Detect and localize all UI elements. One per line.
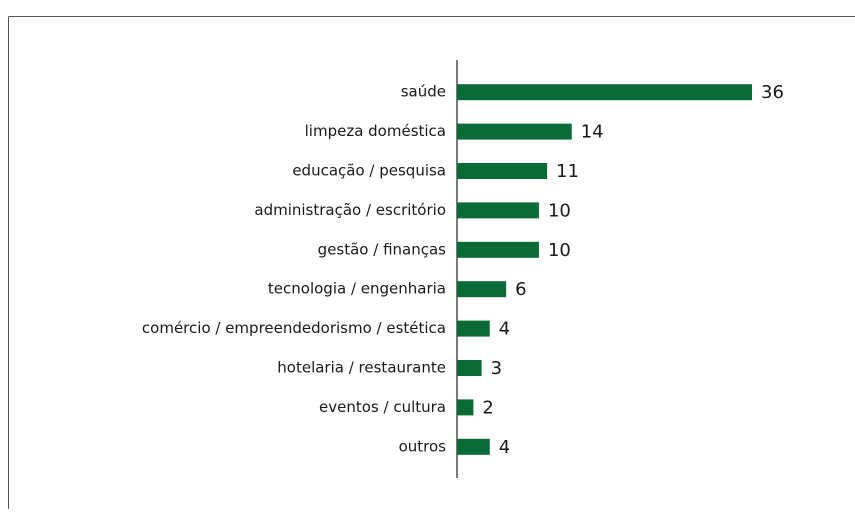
value-label: 2 (482, 397, 493, 418)
value-label: 10 (548, 200, 571, 221)
value-label: 6 (515, 279, 526, 300)
category-label: eventos / cultura (319, 398, 446, 416)
value-label: 3 (491, 358, 502, 379)
bar (457, 438, 490, 455)
category-label: saúde (401, 83, 446, 101)
bar (457, 84, 752, 101)
bar (457, 399, 474, 416)
category-label: tecnologia / engenharia (268, 280, 446, 298)
bar (457, 241, 539, 258)
value-label: 10 (548, 240, 571, 261)
value-label: 36 (761, 82, 784, 103)
bar (457, 320, 490, 337)
category-label: comércio / empreendedorismo / estética (142, 319, 446, 337)
category-label: gestão / finanças (318, 240, 446, 258)
category-label: hotelaria / restaurante (277, 359, 446, 377)
bar (457, 360, 482, 376)
category-label: administração / escritório (254, 201, 446, 219)
bar (457, 163, 548, 179)
bar (457, 202, 539, 219)
category-label: outros (399, 437, 447, 455)
value-label: 11 (556, 161, 579, 182)
category-label: limpeza doméstica (305, 122, 446, 140)
bar (457, 281, 507, 298)
bar (457, 123, 572, 140)
value-label: 4 (499, 437, 510, 458)
value-label: 14 (581, 122, 604, 143)
value-label: 4 (499, 319, 510, 340)
category-label: educação / pesquisa (292, 162, 446, 180)
